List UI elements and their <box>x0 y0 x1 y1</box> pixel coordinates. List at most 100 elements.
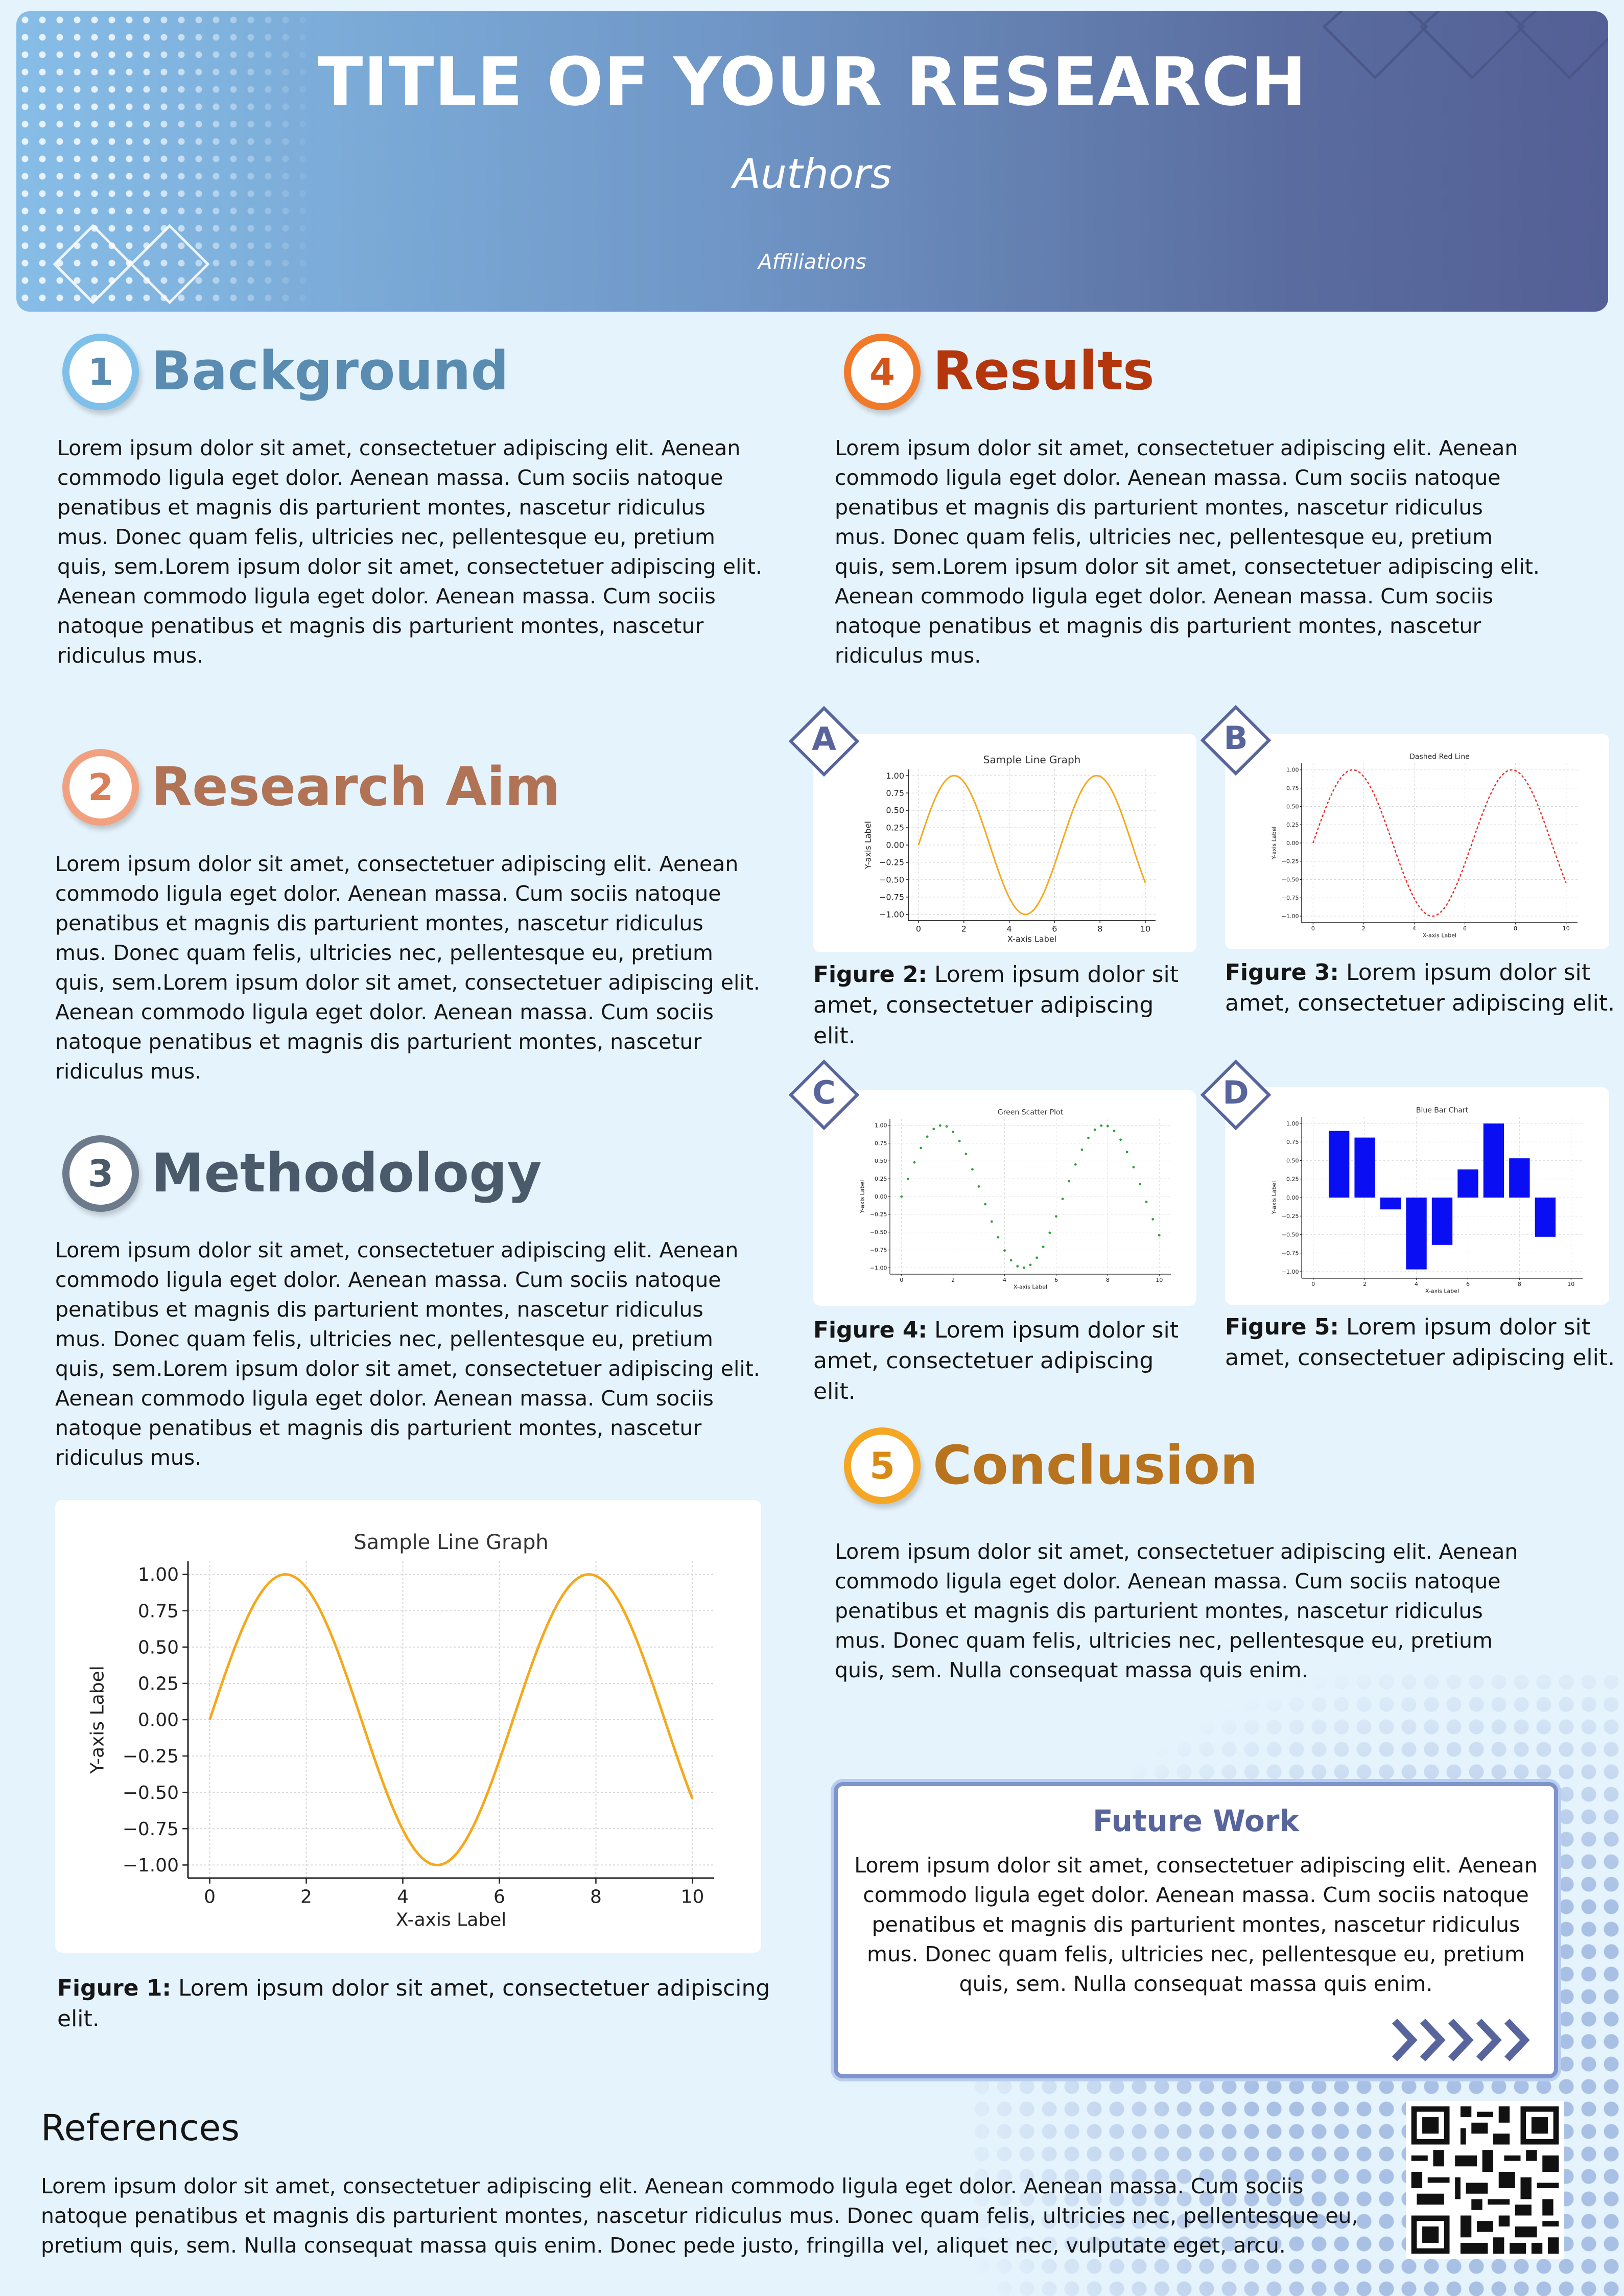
x-axis-label: X-axis Label <box>1423 932 1456 939</box>
scatter-point <box>1080 1148 1084 1151</box>
scatter-point <box>1003 1249 1006 1252</box>
figure-2-label: Figure 2: <box>813 962 928 988</box>
scatter-point <box>1022 1266 1025 1269</box>
x-tick-label: 4 <box>397 1887 409 1908</box>
header-dot-pattern <box>16 11 323 312</box>
figure-2-card: 0 2 4 6 8 10 1.00 0.75 0.50 0.25 0.00 −0.25 −0.50 −0.… <box>813 734 1196 952</box>
methodology-heading: Methodology <box>151 1142 542 1204</box>
y-tick-label: −1.00 <box>1282 913 1299 920</box>
x-tick-label: 10 <box>1156 1277 1163 1283</box>
x-axis-label: X-axis Label <box>1014 1284 1047 1291</box>
y-tick-label: 0.50 <box>886 806 904 815</box>
x-tick-label: 10 <box>1140 924 1150 934</box>
scatter-point <box>958 1140 961 1142</box>
y-tick-label: −0.25 <box>879 858 904 868</box>
y-tick-label: −1.00 <box>1282 1269 1299 1275</box>
x-tick-label: 4 <box>1413 925 1416 932</box>
series-line <box>208 1573 694 1866</box>
aim-number-badge: 2 <box>62 749 139 826</box>
scatter-point <box>1029 1263 1032 1267</box>
results-number-badge: 4 <box>844 334 921 410</box>
x-tick-label: 0 <box>1311 925 1315 932</box>
y-tick-label: −0.50 <box>879 875 904 884</box>
y-tick-label: −0.25 <box>1282 858 1299 865</box>
y-tick-label: 0.50 <box>138 1637 179 1658</box>
y-tick-label: 0.25 <box>1286 1176 1299 1183</box>
y-tick-label: −1.00 <box>870 1264 887 1271</box>
y-tick-label: −0.50 <box>1282 1231 1299 1238</box>
y-tick-label: −0.75 <box>879 892 904 902</box>
scatter-point <box>984 1203 987 1206</box>
bar <box>1457 1169 1478 1198</box>
x-axis-label: X-axis Label <box>1425 1288 1459 1295</box>
bar <box>1535 1198 1556 1237</box>
figure-5-card: 0 2 4 6 8 10 1.00 0.75 0.50 0.25 0.00 −0.25 −0.50 −0.… <box>1225 1087 1609 1305</box>
series-line <box>1312 769 1567 917</box>
figure-5-caption-text: Lorem ipsum dolor sit amet, consectetuer… <box>1225 1314 1615 1371</box>
scatter-point <box>977 1185 980 1188</box>
x-tick-label: 2 <box>1363 1281 1367 1287</box>
methodology-text: Lorem ipsum dolor sit amet, consectetuer… <box>55 1238 760 1470</box>
background-heading: Background <box>151 340 509 402</box>
y-tick-label: 0.25 <box>886 823 904 833</box>
scatter-point <box>964 1153 968 1156</box>
scatter-point <box>1009 1259 1013 1262</box>
chart-title: Sample Line Graph <box>983 754 1081 766</box>
x-tick-label: 0 <box>1311 1281 1315 1287</box>
y-tick-label: 1.00 <box>1286 767 1299 774</box>
y-tick-label: 0.25 <box>1286 822 1299 828</box>
background-text: Lorem ipsum dolor sit amet, consectetuer… <box>57 436 762 668</box>
x-tick-label: 10 <box>681 1887 704 1908</box>
references-heading: References <box>41 2107 240 2149</box>
y-axis-label: Y-axis Label <box>859 1180 865 1214</box>
figure-5-chart: 0 2 4 6 8 10 1.00 0.75 0.50 0.25 0.00 −0.25 −0.50 −0.… <box>1270 1107 1583 1295</box>
y-axis-label: Y-axis Label <box>87 1666 108 1774</box>
chart-title: Dashed Red Line <box>1409 753 1470 761</box>
x-tick-label: 6 <box>493 1887 505 1908</box>
x-tick-label: 2 <box>951 1277 955 1283</box>
y-tick-label: 0.50 <box>1286 803 1299 810</box>
chart-title: Green Scatter Plot <box>998 1109 1064 1117</box>
scatter-point <box>920 1146 922 1150</box>
bar <box>1380 1198 1401 1210</box>
bar <box>1483 1123 1504 1198</box>
poster-header: TITLE OF YOUR RESEARCH Authors Affiliati… <box>16 11 1608 312</box>
x-tick-label: 8 <box>1514 925 1517 932</box>
poster-affiliations: Affiliations <box>758 250 866 274</box>
conclusion-text: Lorem ipsum dolor sit amet, consectetuer… <box>835 1539 1518 1682</box>
bar <box>1509 1158 1530 1198</box>
figure-1-card: 0 2 4 6 8 10 1.00 0.75 0.50 0.25 0.00 −0.25 −0.50 −0.… <box>55 1500 761 1953</box>
methodology-number-badge: 3 <box>62 1135 139 1212</box>
scatter-point <box>1055 1215 1057 1218</box>
figure-5-label: Figure 5: <box>1225 1314 1339 1340</box>
x-tick-label: 2 <box>1362 925 1366 932</box>
scatter-point <box>1119 1138 1122 1141</box>
y-tick-label: 0.00 <box>1286 1194 1299 1201</box>
future-work-text: Lorem ipsum dolor sit amet, consectetuer… <box>854 1853 1538 1996</box>
figure-5-letter: D <box>1222 1074 1249 1111</box>
scatter-point <box>1068 1180 1071 1183</box>
y-tick-label: 0.25 <box>138 1673 179 1694</box>
y-tick-label: −0.50 <box>123 1783 179 1803</box>
scatter-point <box>1158 1234 1161 1237</box>
scatter-point <box>1016 1264 1019 1268</box>
qr-code-icon[interactable] <box>1406 2101 1564 2259</box>
scatter-point <box>926 1135 929 1138</box>
x-axis-label: X-axis Label <box>1007 934 1056 944</box>
x-tick-label: 8 <box>1106 1277 1110 1283</box>
x-axis-label: X-axis Label <box>396 1910 507 1931</box>
figure-2-caption-text: Lorem ipsum dolor sit amet, consectetuer… <box>813 962 1179 1049</box>
figure-4-label: Figure 4: <box>813 1317 928 1343</box>
future-work-heading: Future Work <box>1092 1803 1300 1838</box>
aim-heading: Research Aim <box>151 756 560 818</box>
scatter-point <box>1042 1246 1045 1248</box>
chevrons-right-icon <box>1392 2019 1530 2061</box>
poster-authors: Authors <box>733 150 892 198</box>
results-heading: Results <box>933 340 1155 402</box>
scatter-point <box>913 1161 916 1164</box>
chart-title: Sample Line Graph <box>354 1531 548 1554</box>
y-tick-label: 1.00 <box>875 1122 887 1129</box>
scatter-point <box>971 1168 974 1171</box>
y-axis-label: Y-axis Label <box>863 821 873 870</box>
y-tick-label: 0.75 <box>886 788 904 798</box>
